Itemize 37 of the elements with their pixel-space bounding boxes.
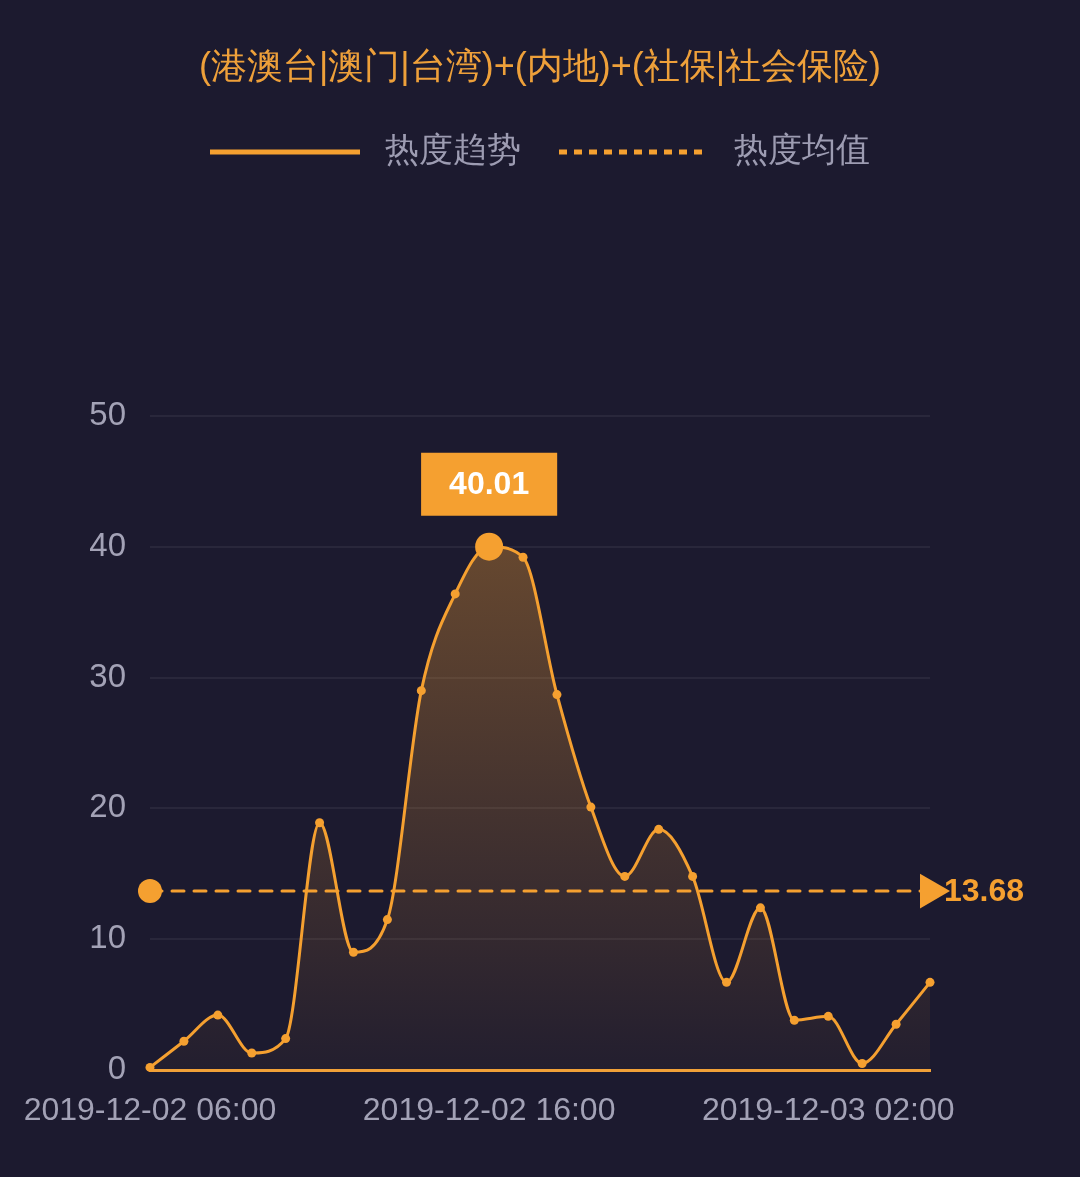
y-tick-label: 40 — [89, 525, 126, 563]
point — [586, 802, 596, 812]
y-tick-label: 30 — [89, 656, 126, 694]
y-tick-label: 20 — [89, 787, 126, 825]
point — [518, 552, 528, 562]
point — [315, 818, 325, 828]
point — [450, 589, 460, 599]
point — [281, 1034, 291, 1044]
point — [620, 871, 630, 881]
point — [382, 915, 392, 925]
point — [755, 903, 765, 913]
legend-label: 热度趋势 — [385, 130, 521, 169]
x-tick-label: 2019-12-03 02:00 — [701, 1091, 955, 1128]
point — [925, 977, 935, 987]
point — [857, 1058, 867, 1068]
point — [552, 690, 562, 700]
point — [348, 947, 358, 957]
x-tick-label: 2019-12-02 06:00 — [23, 1091, 277, 1128]
point — [247, 1048, 257, 1058]
y-tick-label: 0 — [107, 1049, 126, 1087]
point — [823, 1011, 833, 1021]
y-tick-label: 50 — [89, 395, 126, 433]
legend-label: 热度均值 — [734, 130, 870, 169]
data-label: 13.68 — [944, 871, 1025, 908]
point — [789, 1015, 799, 1025]
chart-title: (港澳台|澳门|台湾)+(内地)+(社保|社会保险) — [198, 44, 882, 86]
point — [654, 824, 664, 834]
point — [213, 1010, 223, 1020]
point — [891, 1019, 901, 1029]
point — [722, 977, 732, 987]
point — [416, 686, 426, 696]
point — [179, 1036, 189, 1046]
y-tick-label: 10 — [89, 918, 126, 956]
point — [688, 871, 698, 881]
point — [145, 1062, 155, 1072]
x-tick-label: 2019-12-02 16:00 — [362, 1091, 616, 1128]
data-label: 40.01 — [449, 465, 530, 501]
